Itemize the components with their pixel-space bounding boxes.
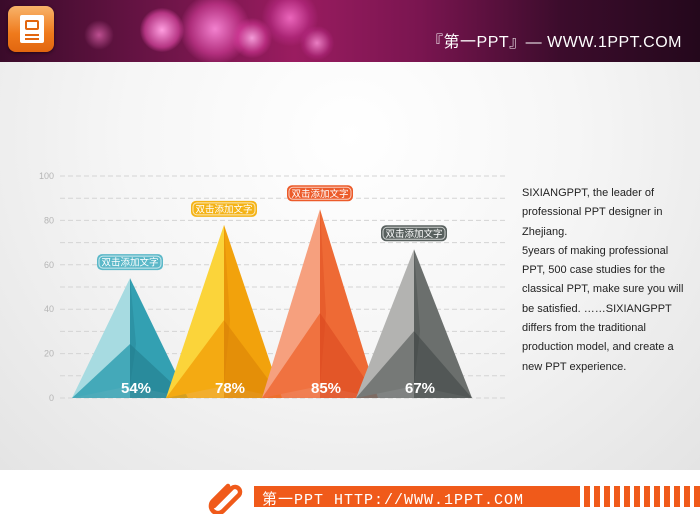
category-tag-label: 双击添加文字 — [385, 228, 442, 240]
pyramid-bar — [166, 224, 282, 398]
header-title: 『第一PPT』— WWW.1PPT.COM — [427, 34, 682, 51]
category-tag-label: 双击添加文字 — [195, 203, 252, 215]
value-label: 54% — [121, 380, 151, 397]
category-tag: 双击添加文字 — [97, 254, 163, 271]
pyramid-series — [72, 209, 472, 398]
bokeh-light — [300, 26, 334, 60]
pyramid-face-shade — [414, 331, 472, 398]
pyramid-ridge — [320, 209, 326, 386]
category-tag-fill — [192, 202, 256, 216]
pyramid-ridge — [414, 249, 420, 386]
pyramid-ridge — [224, 224, 230, 386]
category-tag-fill — [382, 226, 446, 240]
footer-bar — [254, 486, 580, 507]
y-tick-label: 60 — [44, 260, 54, 270]
paperclip-icon — [208, 483, 243, 514]
pyramid-ridge — [130, 278, 136, 386]
footer-stripes — [584, 486, 700, 507]
value-labels: 54% 78% 85% 67% — [121, 380, 435, 397]
category-tag-label: 双击添加文字 — [101, 257, 158, 269]
pyramid-face-shade — [320, 313, 378, 398]
y-tick-label: 20 — [44, 349, 54, 359]
pyramid-bar — [356, 249, 472, 398]
pyramid-face-shade — [224, 320, 282, 398]
value-label: 78% — [215, 380, 245, 397]
y-axis-ticks: 0 20 40 60 80 100 — [39, 171, 54, 403]
description-paragraph: SIXIANGPPT, the leader of professional P… — [522, 187, 663, 238]
pyramid-bar — [72, 278, 188, 398]
value-label: 85% — [311, 380, 341, 397]
category-tag-fill — [288, 186, 352, 200]
category-tag: 双击添加文字 — [287, 185, 353, 202]
description-text: SIXIANGPPT, the leader of professional P… — [522, 184, 692, 377]
category-tag-fill — [98, 255, 162, 269]
header-banner: 『第一PPT』— WWW.1PPT.COM — [0, 0, 700, 62]
category-tag-label: 双击添加文字 — [291, 188, 348, 200]
y-tick-label: 80 — [44, 215, 54, 225]
y-tick-label: 40 — [44, 304, 54, 314]
value-label: 67% — [405, 380, 435, 397]
category-tag: 双击添加文字 — [191, 200, 257, 217]
description-paragraph: 5years of making professional PPT, 500 c… — [522, 244, 684, 373]
powerpoint-icon — [8, 6, 54, 52]
y-tick-label: 100 — [39, 171, 54, 181]
pyramid-bar — [262, 209, 378, 398]
bokeh-light — [84, 20, 114, 50]
pyramid-face-shade — [130, 344, 188, 398]
category-tag: 双击添加文字 — [381, 225, 447, 242]
footer-url: 第一PPT HTTP://WWW.1PPT.COM — [262, 492, 525, 509]
bokeh-light — [140, 8, 184, 52]
y-tick-label: 0 — [49, 393, 54, 403]
